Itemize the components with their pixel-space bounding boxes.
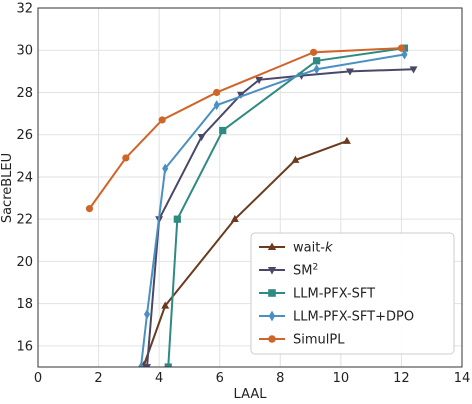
- y-tick-label: 16: [16, 339, 33, 354]
- y-tick-label: 22: [16, 213, 33, 228]
- legend-box: [250, 232, 455, 355]
- data-point: [85, 205, 94, 213]
- data-point: [161, 301, 170, 309]
- y-tick-label: 28: [16, 86, 33, 101]
- legend-item: wait-k: [259, 241, 333, 256]
- y-tick-label: 26: [16, 128, 33, 143]
- data-point: [409, 66, 418, 74]
- y-tick-label: 18: [16, 297, 33, 312]
- plot-frame: [37, 7, 463, 368]
- data-point: [230, 214, 239, 223]
- data-point: [122, 154, 130, 162]
- x-axis-title: LAAL: [234, 387, 268, 402]
- x-tick-label: 12: [393, 371, 410, 386]
- data-point: [213, 88, 221, 97]
- legend-marker: [268, 335, 276, 343]
- legend-label: LLM-PFX-SFT+DPO: [293, 310, 414, 325]
- data-point: [143, 364, 151, 367]
- legend-item: LLM-PFX-SFT: [259, 287, 375, 302]
- data-point: [162, 163, 169, 174]
- series-line: [88, 47, 402, 210]
- legend-item: SM2: [259, 263, 318, 279]
- legend-label: SimulPL: [293, 333, 345, 348]
- data-point: [342, 136, 351, 144]
- data-point: [291, 155, 300, 163]
- x-tick-label: 8: [276, 371, 284, 386]
- data-point: [255, 76, 264, 85]
- data-point: [158, 116, 166, 124]
- legend-marker: [268, 310, 276, 322]
- series-layer: [85, 44, 418, 367]
- data-point: [401, 49, 408, 60]
- x-tick-label: 10: [333, 371, 350, 386]
- legend-label: wait-k: [293, 241, 333, 256]
- data-point: [313, 64, 320, 75]
- legend-label: SM2: [293, 263, 318, 279]
- data-point: [197, 133, 206, 142]
- legend-label: LLM-PFX-SFT: [293, 287, 375, 302]
- x-tick-label: 6: [216, 371, 224, 386]
- data-point: [137, 361, 145, 367]
- y-axis-title: SacreBLEU: [0, 153, 15, 223]
- y-tick-label: 20: [16, 255, 33, 270]
- data-point: [173, 215, 181, 223]
- x-tick-label: 0: [34, 371, 42, 386]
- y-tick-label: 32: [16, 2, 33, 17]
- data-point: [219, 126, 227, 135]
- data-point: [236, 91, 245, 99]
- legend-item: LLM-PFX-SFT+DPO: [259, 310, 414, 325]
- y-tick-label: 30: [16, 44, 33, 59]
- legend-marker: [267, 242, 277, 251]
- legend-marker: [268, 289, 276, 297]
- series-line: [139, 53, 405, 367]
- y-tick-label: 24: [16, 170, 33, 185]
- legend-item: SimulPL: [259, 333, 345, 348]
- x-tick-label: 2: [94, 371, 102, 386]
- series-4: [137, 49, 408, 367]
- x-tick-label: 4: [155, 371, 163, 386]
- data-point: [213, 100, 220, 111]
- series-5: [85, 44, 406, 213]
- data-point: [310, 48, 318, 56]
- legend-marker: [267, 266, 277, 275]
- data-point: [345, 68, 354, 76]
- series-line: [146, 68, 414, 367]
- data-point: [313, 57, 321, 65]
- legend: wait-k SM2 LLM-PFX-SFT LLM-PFX-SFT+DPO Simul…: [250, 232, 455, 355]
- data-point: [397, 44, 406, 52]
- data-point: [164, 363, 172, 367]
- data-point: [143, 309, 151, 320]
- x-tick-label: 14: [454, 371, 471, 386]
